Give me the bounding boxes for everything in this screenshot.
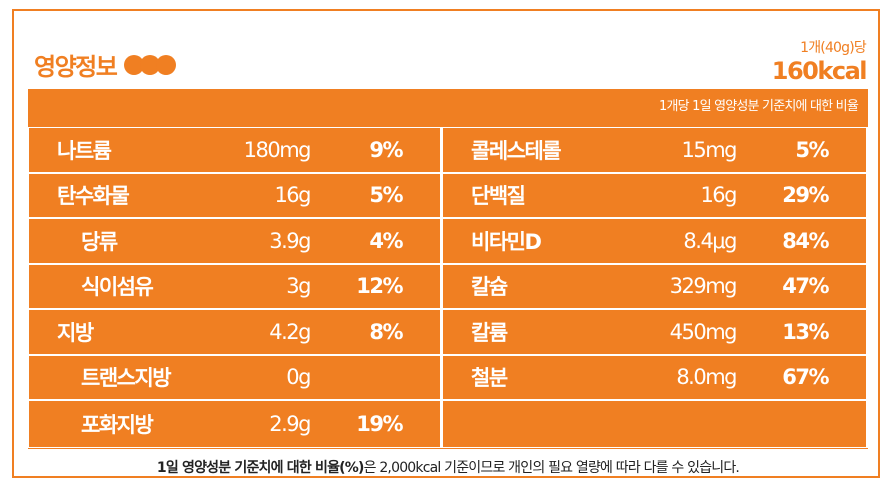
nutrient-row: 비타민D 8.4μg 84% [443,219,866,265]
dot [156,54,177,75]
nutrient-row: 철분 8.0mg 67% [443,356,866,401]
footer-rest: 은 2,000kcal 기준이므로 개인의 필요 열량에 따라 다를 수 있습니… [363,460,740,476]
daily-value-note: 1개당 1일 영양성분 기준치에 대한 비율 [658,99,859,114]
nutrient-row: 탄수화물 16g 5% [29,174,440,219]
nutrient-name: 포화지방 [81,412,154,437]
nutrient-amount: 0g [286,365,311,390]
nutrient-name: 단백질 [471,184,526,209]
nutrient-row: 칼슘 329mg 47% [443,265,866,310]
dot [140,54,161,75]
nutrition-title: 영양정보 [34,47,177,82]
nutrient-row: 당류 3.9g 4% [29,219,440,265]
nutrient-percent: 84% [782,228,829,253]
nutrition-label: 영양정보 1개(40g)당 160kcal 1개당 1일 영양성분 기준치에 대… [12,9,880,478]
nutrient-row: 콜레스테롤 15mg 5% [443,128,866,174]
nutrient-panel: 1개당 1일 영양성분 기준치에 대한 비율 나트륨 180mg 9% 탄수화물… [28,89,868,449]
nutrient-amount: 4.2g [269,319,311,344]
nutrient-amount: 15mg [681,137,737,162]
nutrient-row: 지방 4.2g 8% [29,310,440,356]
nutrient-percent: 5% [369,183,403,208]
nutrient-name: 칼슘 [471,275,508,300]
nutrient-row: 단백질 16g 29% [443,174,866,219]
nutrient-percent: 9% [369,137,403,162]
nutrient-percent: 47% [782,274,829,299]
nutrient-percent: 13% [782,319,829,344]
nutrient-amount: 329mg [669,274,738,299]
nutrient-percent: 8% [369,319,403,344]
serving-info: 1개(40g)당 160kcal [771,37,868,85]
dots-decoration [124,54,177,75]
nutrient-amount: 3.9g [269,228,311,253]
nutrient-name: 당류 [81,229,118,254]
nutrient-percent: 29% [782,183,829,208]
serving-size: 1개(40g)당 [800,40,867,56]
nutrient-amount: 2.9g [269,411,311,436]
nutrient-amount: 180mg [243,137,312,162]
nutrient-percent: 5% [795,137,829,162]
nutrient-name: 콜레스테롤 [471,138,562,163]
nutrient-name: 칼륨 [471,320,508,345]
nutrient-column-right: 콜레스테롤 15mg 5% 단백질 16g 29% 비타민D 8.4μg 84%… [442,127,868,448]
nutrient-name: 식이섬유 [81,275,154,300]
nutrient-name: 트랜스지방 [81,366,172,391]
nutrient-row: 포화지방 2.9g 19% [29,401,440,447]
nutrient-percent: 4% [369,228,403,253]
nutrient-row: 칼륨 450mg 13% [443,310,866,356]
nutrient-amount: 3g [286,274,311,299]
nutrient-amount: 8.4μg [683,228,737,253]
nutrient-percent: 12% [356,274,403,299]
nutrient-name: 비타민D [471,229,542,254]
nutrient-name: 철분 [471,366,508,391]
nutrient-amount: 16g [274,183,311,208]
nutrient-percent: 19% [356,411,403,436]
footer-bold: 1일 영양성분 기준치에 대한 비율(%) [156,460,365,476]
nutrient-column-left: 나트륨 180mg 9% 탄수화물 16g 5% 당류 3.9g 4% 식이섬유… [28,127,442,448]
dot [124,54,145,75]
title-text: 영양정보 [34,53,118,81]
nutrient-amount: 16g [700,183,737,208]
nutrient-name: 나트륨 [57,138,112,163]
footer-note: 1일 영양성분 기준치에 대한 비율(%)은 2,000kcal 기준이므로 개… [14,457,882,477]
nutrient-row: 나트륨 180mg 9% [29,128,440,174]
nutrient-name: 지방 [57,320,94,345]
nutrient-percent: 67% [782,365,829,390]
nutrient-row: 트랜스지방 0g [29,356,440,401]
nutrient-amount: 450mg [669,319,738,344]
nutrient-name: 탄수화물 [57,184,130,209]
nutrient-row: 식이섬유 3g 12% [29,265,440,310]
calories: 160kcal [771,57,868,85]
nutrient-row-empty [443,401,866,447]
nutrient-amount: 8.0mg [676,365,737,390]
